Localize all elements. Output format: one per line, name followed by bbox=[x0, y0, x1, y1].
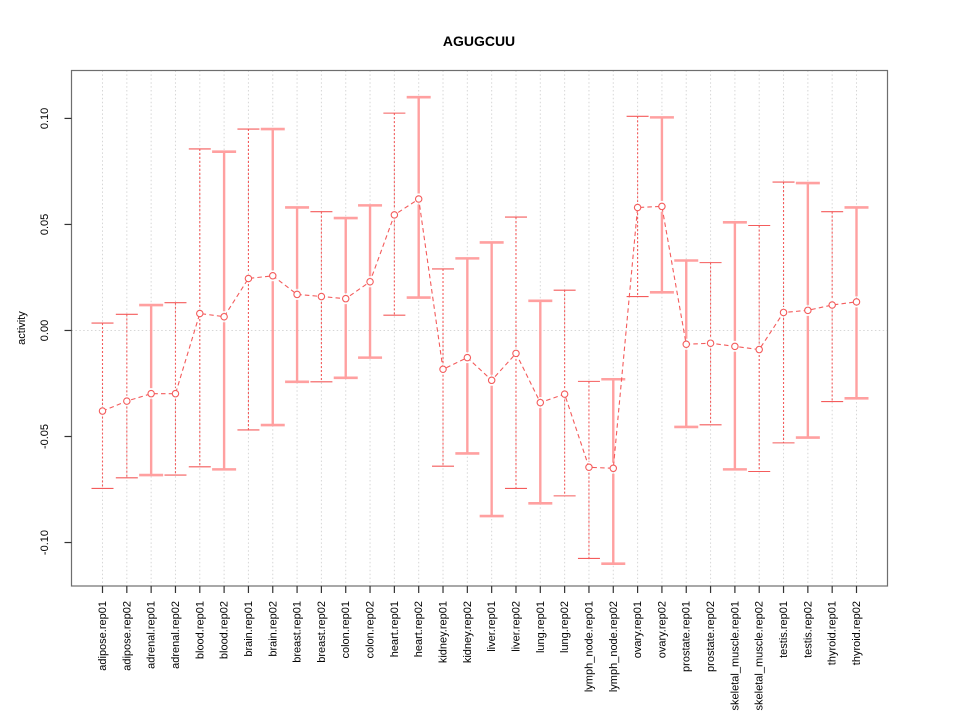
chart-title: AGUGCUU bbox=[443, 33, 515, 49]
data-point bbox=[585, 463, 593, 472]
plot-border bbox=[70, 69, 889, 587]
data-point bbox=[390, 211, 399, 219]
data-point bbox=[487, 376, 496, 385]
x-tick-label: adipose.rep02 bbox=[121, 601, 133, 671]
x-tick-label: kidney.rep01 bbox=[438, 601, 450, 663]
x-tick-label: thyroid.rep02 bbox=[851, 601, 863, 665]
x-tick-label: adrenal.rep02 bbox=[170, 601, 182, 669]
data-point bbox=[414, 195, 423, 203]
series-line bbox=[102, 198, 857, 469]
x-tick-label: adipose.rep01 bbox=[97, 601, 109, 671]
x-tick-label: kidney.rep02 bbox=[462, 601, 474, 663]
data-point bbox=[512, 349, 520, 358]
x-axis-tick-labels: adipose.rep01 adipose.rep02 adrenal.rep01 a… bbox=[97, 601, 863, 710]
y-tick-label: 0.10 bbox=[39, 108, 51, 129]
data-points bbox=[98, 195, 861, 473]
x-tick-label: lung.rep01 bbox=[535, 601, 547, 653]
data-point bbox=[341, 294, 350, 303]
data-point bbox=[779, 308, 788, 317]
x-tick-label: skeletal_muscle.rep01 bbox=[729, 601, 741, 710]
x-tick-label: testis.rep01 bbox=[778, 601, 790, 658]
x-tick-label: breast.rep01 bbox=[292, 601, 304, 663]
data-point bbox=[98, 407, 107, 415]
x-tick-label: heart.rep02 bbox=[413, 601, 425, 657]
y-tick-label: -0.05 bbox=[39, 424, 51, 449]
x-tick-label: ovary.rep01 bbox=[632, 601, 644, 658]
error-bars bbox=[91, 95, 869, 566]
x-axis-ticks bbox=[101, 586, 858, 593]
data-point bbox=[366, 277, 374, 286]
y-tick-label: 0.05 bbox=[39, 214, 51, 235]
data-point bbox=[731, 342, 739, 351]
x-tick-label: heart.rep01 bbox=[389, 601, 401, 657]
data-point bbox=[293, 290, 301, 299]
data-point bbox=[560, 390, 569, 398]
data-point bbox=[658, 202, 666, 211]
x-tick-label: brain.rep02 bbox=[267, 601, 279, 657]
x-tick-label: lymph_node.rep01 bbox=[583, 601, 595, 692]
data-point bbox=[852, 298, 861, 306]
data-point bbox=[171, 389, 180, 398]
x-tick-label: breast.rep02 bbox=[316, 601, 328, 663]
data-point bbox=[123, 397, 131, 405]
data-point bbox=[196, 309, 204, 318]
data-point bbox=[317, 292, 326, 301]
x-tick-label: testis.rep02 bbox=[802, 601, 814, 658]
y-axis-title: activity bbox=[16, 311, 28, 345]
data-point bbox=[828, 301, 836, 309]
x-tick-label: colon.rep01 bbox=[340, 601, 352, 659]
x-tick-label: skeletal_muscle.rep02 bbox=[754, 601, 766, 710]
data-point bbox=[536, 398, 545, 407]
y-axis-tick-labels: -0.10 -0.05 0.00 0.05 0.10 bbox=[39, 108, 51, 555]
x-tick-label: brain.rep01 bbox=[243, 601, 255, 657]
data-point bbox=[463, 353, 472, 362]
data-point bbox=[706, 339, 715, 347]
y-tick-label: -0.10 bbox=[39, 530, 51, 555]
x-tick-label: liver.rep02 bbox=[510, 601, 522, 652]
x-tick-label: liver.rep01 bbox=[486, 601, 498, 652]
x-tick-label: thyroid.rep01 bbox=[827, 601, 839, 665]
x-tick-label: prostate.rep01 bbox=[681, 601, 693, 672]
data-point bbox=[755, 345, 763, 354]
data-point bbox=[220, 312, 228, 321]
x-tick-label: ovary.rep02 bbox=[656, 601, 668, 658]
x-tick-label: prostate.rep02 bbox=[705, 601, 717, 672]
data-point bbox=[269, 272, 277, 280]
data-point bbox=[147, 389, 155, 398]
y-tick-label: 0.00 bbox=[39, 320, 51, 341]
x-tick-label: blood.rep02 bbox=[219, 601, 231, 659]
data-point bbox=[633, 203, 642, 212]
data-point bbox=[439, 365, 447, 374]
data-point bbox=[609, 464, 618, 473]
x-tick-label: lymph_node.rep02 bbox=[608, 601, 620, 692]
x-tick-label: blood.rep01 bbox=[194, 601, 206, 659]
x-tick-label: colon.rep02 bbox=[365, 601, 377, 659]
x-tick-label: adrenal.rep01 bbox=[146, 601, 158, 669]
data-point bbox=[804, 306, 812, 315]
gridlines bbox=[102, 70, 857, 586]
x-tick-label: lung.rep02 bbox=[559, 601, 571, 653]
data-point bbox=[682, 340, 690, 349]
y-axis-ticks bbox=[64, 117, 72, 544]
data-point bbox=[244, 274, 253, 283]
